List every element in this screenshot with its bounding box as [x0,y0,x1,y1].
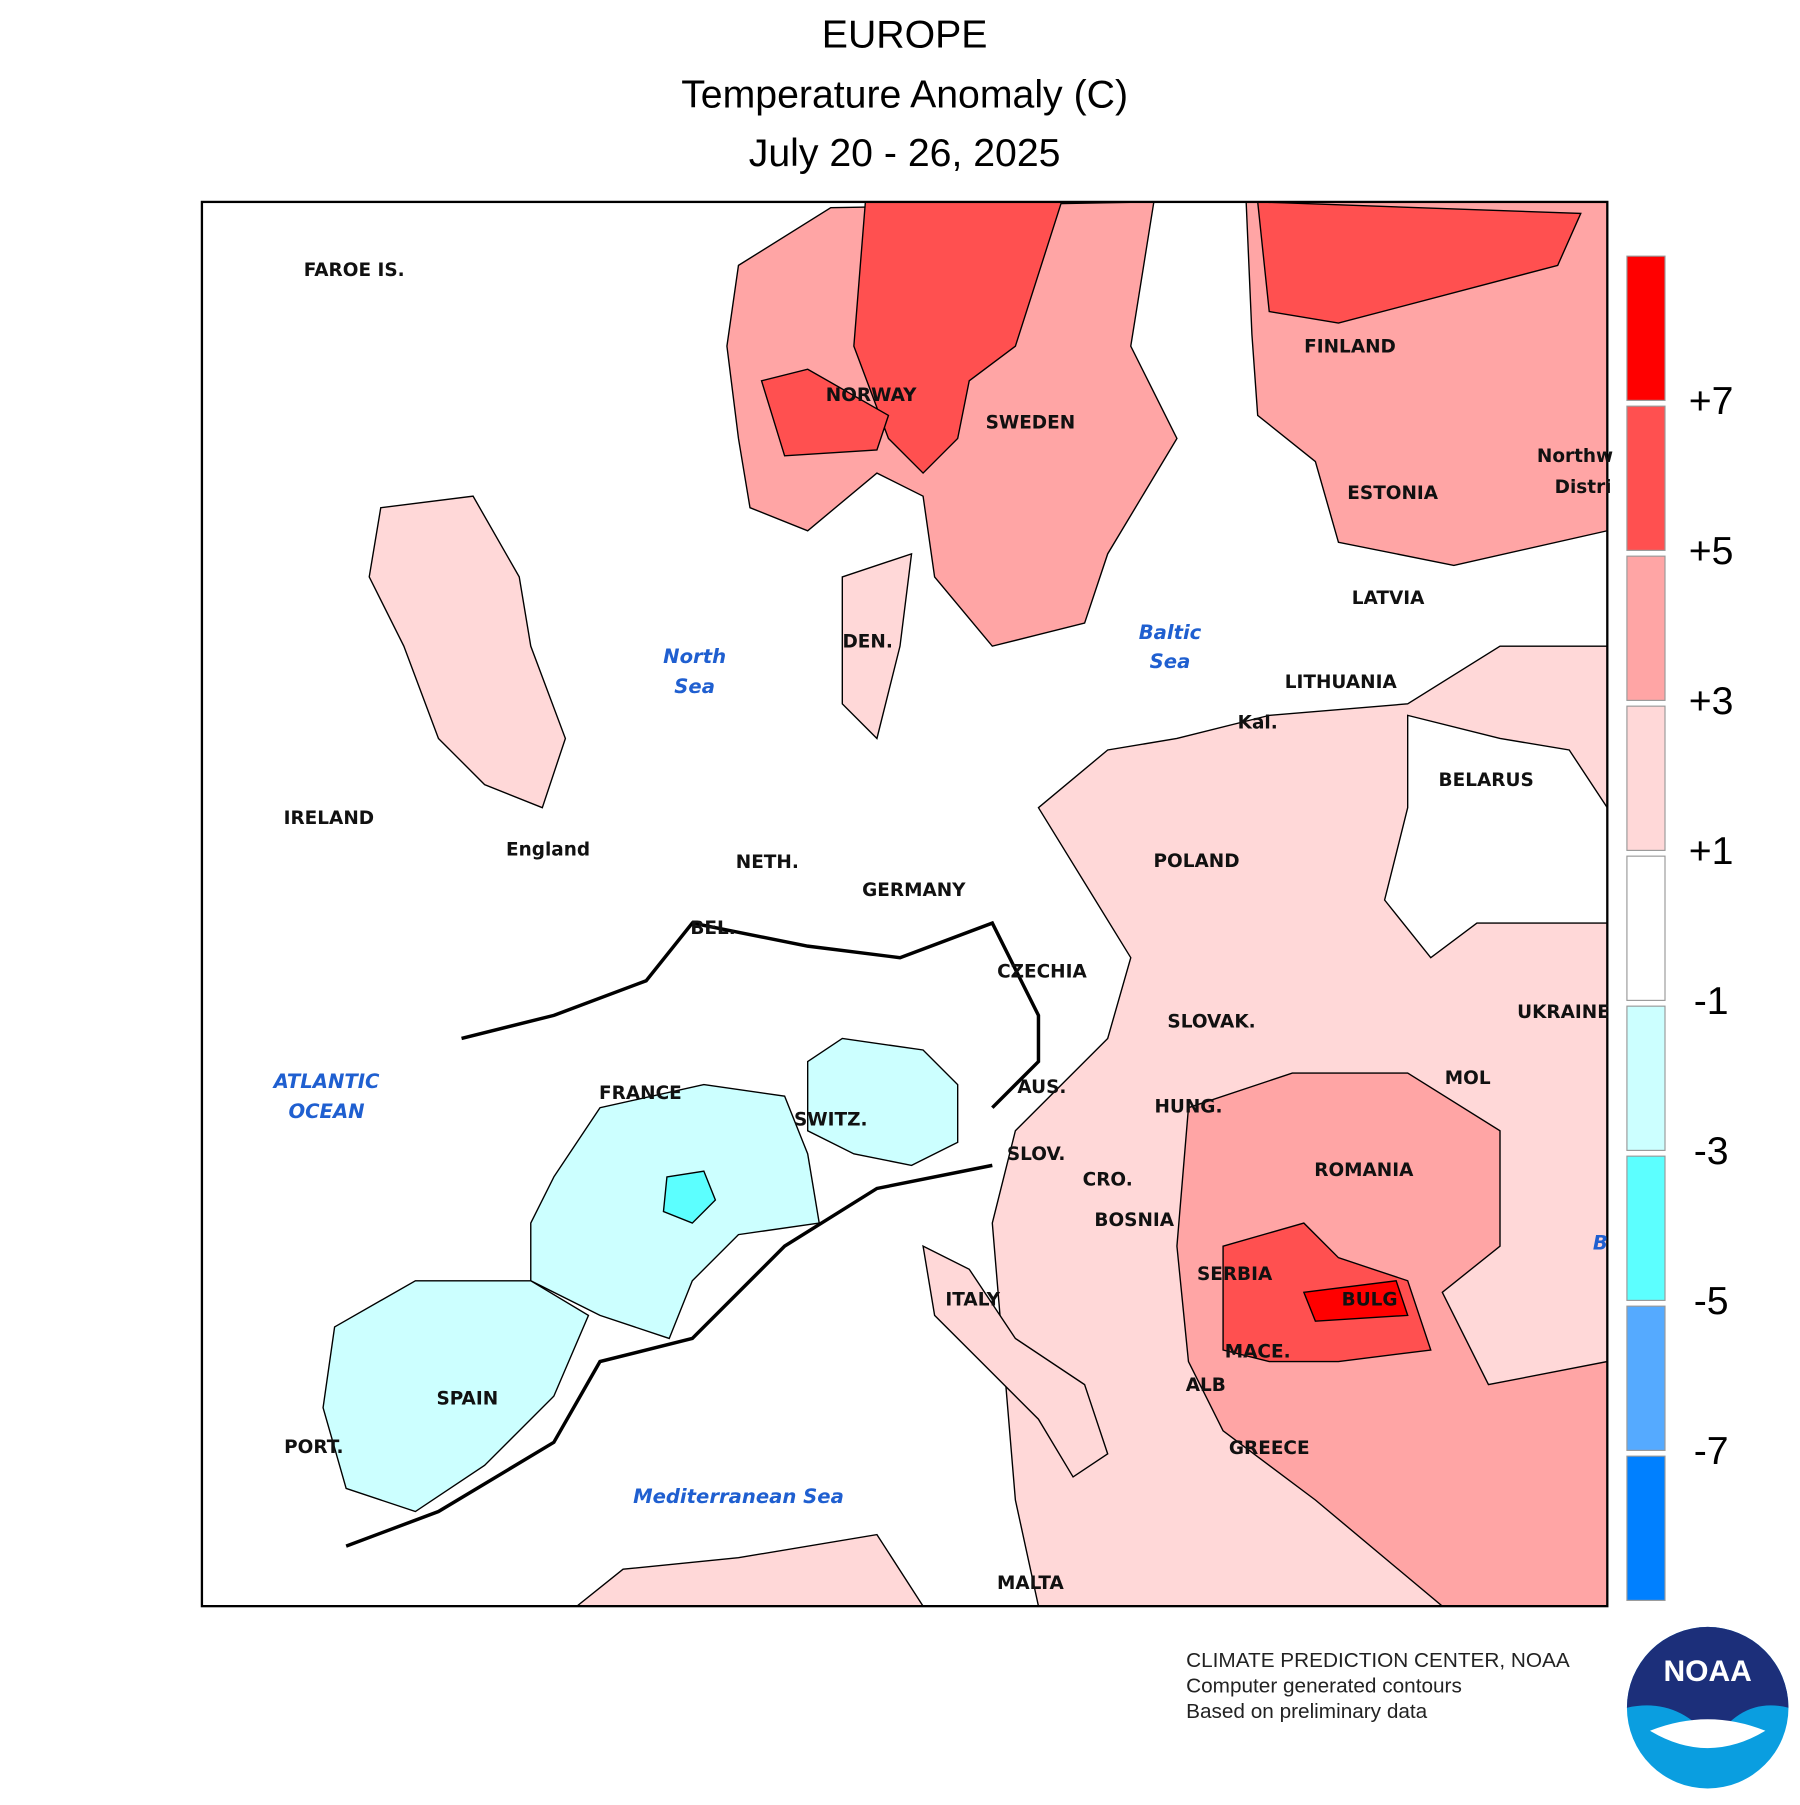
country-label: MOL [1445,1068,1491,1089]
colorbar-label: +3 [1689,679,1734,723]
colorbar-swatch [1626,705,1666,851]
country-label: DEN. [842,632,892,653]
colorbar-swatch [1626,1455,1666,1601]
water-label: Sea [1150,650,1191,673]
colorbar-swatch [1626,555,1666,701]
country-label: FRANCE [599,1083,682,1104]
map-labels: FAROE IS. NORWAY SWEDEN FINLAND ESTONIA North… [272,260,1613,1594]
country-label: FAROE IS. [304,260,405,281]
subtitle: Temperature Anomaly (C) [681,72,1128,116]
country-label: SPAIN [436,1389,498,1410]
colorbar-swatch [1626,255,1666,401]
country-label: ESTONIA [1347,483,1438,504]
colorbar-label: -7 [1694,1429,1729,1473]
country-label: BOSNIA [1094,1210,1174,1231]
country-label: Distri [1555,477,1612,498]
country-label: CZECHIA [997,962,1087,983]
country-label: SLOVAK. [1167,1011,1255,1032]
country-label: MALTA [997,1573,1065,1594]
colorbar-label: +7 [1689,379,1734,423]
country-label: CRO. [1083,1169,1133,1190]
country-label: MACE. [1225,1341,1291,1362]
water-label: ATLANTIC [272,1070,380,1093]
water-label: Baltic [1139,621,1202,644]
colorbar: +7 +5 +3 +1 -1 -3 -5 -7 [1626,255,1734,1601]
map-area [201,201,1608,1607]
colorbar-swatch [1626,405,1666,551]
country-label: GREECE [1229,1438,1310,1459]
country-label: Kal. [1238,712,1278,733]
country-label: HUNG. [1154,1097,1222,1118]
colorbar-label: +1 [1689,829,1734,873]
noaa-logo: NOAA [1626,1626,1789,1789]
country-label: AUS. [1017,1077,1066,1098]
country-label: NETH. [736,852,799,873]
colorbar-label: -5 [1694,1279,1729,1323]
colorbar-swatch [1626,1005,1666,1151]
water-label: B [1593,1231,1608,1254]
colorbar-label: -1 [1694,979,1729,1023]
country-label: BELARUS [1439,770,1534,791]
country-label: SWEDEN [986,412,1076,433]
country-label: GERMANY [862,880,966,901]
title: EUROPE [822,12,988,56]
country-label: UKRAINE [1517,1002,1610,1023]
colorbar-label: +5 [1689,529,1734,573]
logo-text: NOAA [1664,1655,1752,1688]
country-label: England [506,839,590,860]
water-label: OCEAN [289,1100,365,1123]
water-label: North [663,645,726,668]
country-label: FINLAND [1304,336,1396,357]
country-label: ALB [1186,1375,1226,1396]
map-frame [200,200,1609,1608]
country-label: IRELAND [284,808,374,829]
country-label: SERBIA [1197,1264,1273,1285]
period: July 20 - 26, 2025 [749,131,1061,175]
water-label: Sea [674,675,715,698]
country-label: ROMANIA [1314,1160,1414,1181]
colorbar-swatch [1626,855,1666,1001]
country-label: LITHUANIA [1285,672,1398,693]
country-label: SWITZ. [794,1109,868,1130]
footer-line: CLIMATE PREDICTION CENTER, NOAA [1186,1649,1570,1672]
colorbar-swatch [1626,1155,1666,1301]
country-label: NORWAY [826,385,917,406]
country-label: PORT. [284,1437,343,1458]
country-label: BULG [1342,1289,1398,1310]
water-label: Mediterranean Sea [633,1485,844,1508]
country-label: Northw [1537,446,1613,467]
country-label: POLAND [1154,851,1240,872]
footer-line: Computer generated contours [1186,1674,1462,1697]
colorbar-label: -3 [1694,1129,1729,1173]
country-label: BEL. [690,918,735,939]
country-label: LATVIA [1352,588,1425,609]
footer-line: Based on preliminary data [1186,1700,1428,1723]
colorbar-swatch [1626,1305,1666,1451]
country-label: SLOV. [1007,1144,1066,1165]
country-label: ITALY [945,1289,1000,1310]
